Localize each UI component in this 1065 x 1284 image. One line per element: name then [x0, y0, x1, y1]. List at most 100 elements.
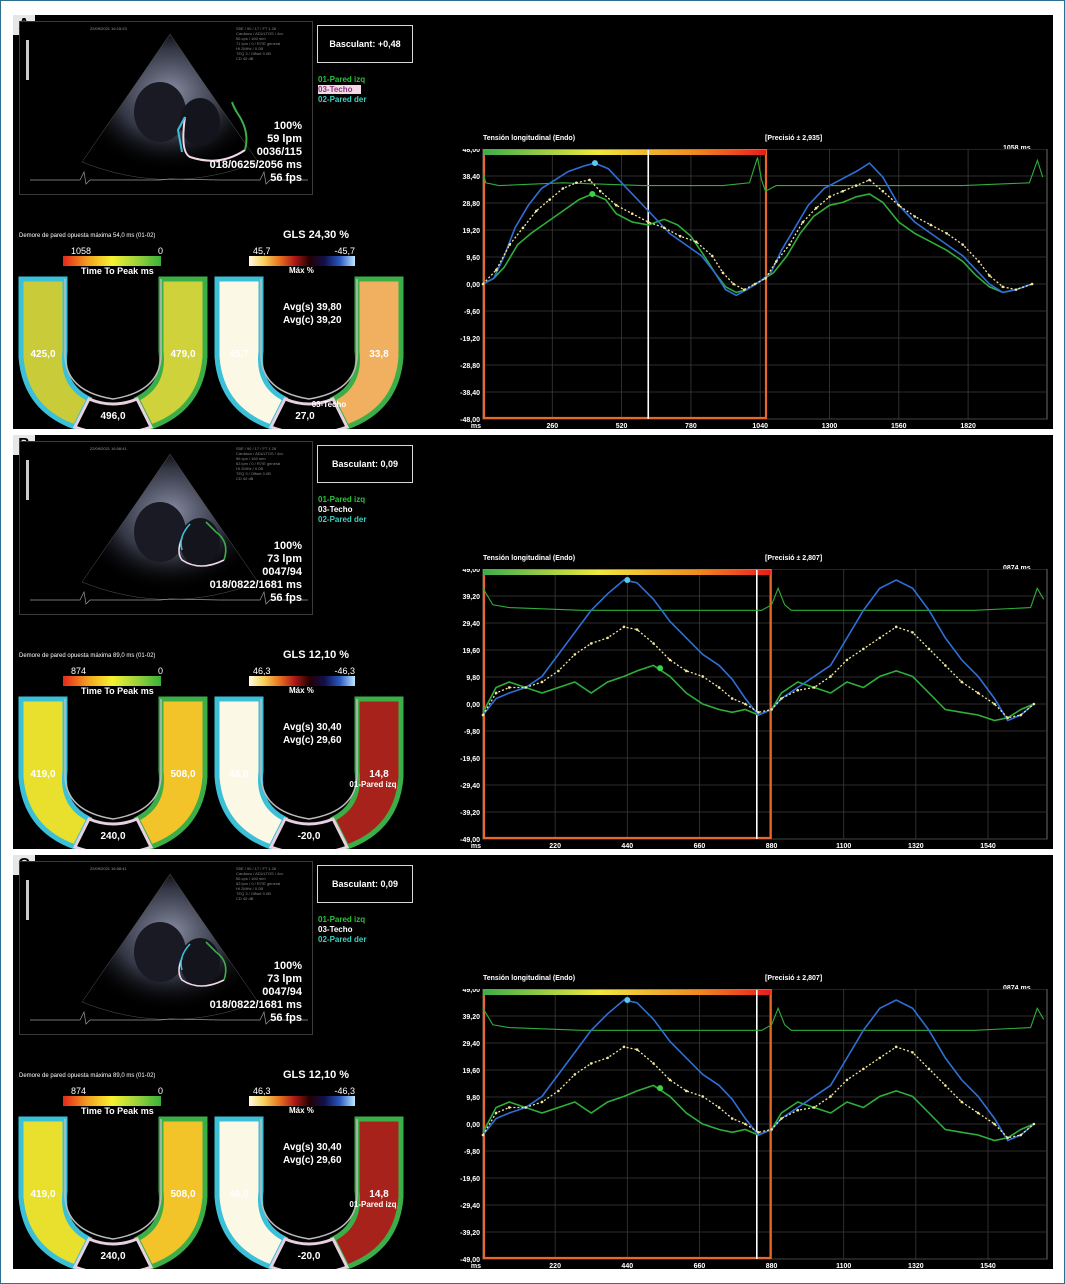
echo-stats: 100% 59 lpm 0036/115 018/0625/2056 ms 56 fps — [210, 120, 302, 185]
average-point — [717, 686, 721, 689]
echo-setting-line: HI 2MHz / 0.0B — [236, 46, 264, 51]
legend-item[interactable]: 01-Pared izq — [318, 495, 366, 505]
x-tick-label: 220 — [549, 843, 561, 849]
pared-der-trace — [176, 116, 186, 153]
legend-label: 03-Techo — [318, 505, 353, 514]
average-point — [770, 708, 773, 711]
segment-bottom — [268, 397, 350, 429]
average-strain: Avg(s) 39,80 Avg(c) 39,20 — [283, 301, 342, 327]
segment-bottom — [72, 397, 154, 429]
echo-setting-line: TEQ 3 / Offset 0.0B — [236, 471, 271, 476]
max-scale-low: -45,7 — [334, 246, 355, 256]
x-tick-label: 660 — [694, 1263, 706, 1269]
segment-left — [214, 1116, 289, 1269]
segment-right-value: 33,8 — [369, 349, 389, 360]
y-tick-label: 29,40 — [462, 1041, 480, 1048]
segment-bottom-value: 240,0 — [100, 831, 125, 842]
segment-bottom — [72, 817, 154, 849]
legend-item[interactable]: 02-Pared der — [318, 95, 366, 105]
basculant-box: Basculant: 0,09 — [317, 865, 413, 903]
average-point — [521, 226, 525, 230]
techo-trace — [182, 116, 246, 162]
average-point — [701, 675, 704, 678]
segment-legend: 01-Pared izq 03-Techo 02-Pared der — [318, 495, 366, 525]
legend-item[interactable]: 03-Techo — [318, 85, 366, 95]
legend-item[interactable]: 01-Pared izq — [318, 75, 366, 85]
max-scale-label: Máx % — [289, 266, 314, 275]
average-point — [845, 1078, 849, 1082]
legend-item[interactable]: 02-Pared der — [318, 515, 366, 525]
cycle-timeline-bar — [484, 150, 766, 155]
bullseye-time-to-peak: 419,0 508,0 240,0 — [17, 1099, 209, 1269]
y-tick-label: -9,80 — [464, 729, 480, 736]
gray-scale-bar — [26, 460, 29, 500]
segment-bottom — [268, 1237, 350, 1269]
y-tick-label: 0,00 — [466, 702, 480, 709]
echo-setting-line: S5E / 90 / 17 / FT 1.26 — [236, 26, 277, 31]
average-point — [801, 220, 805, 224]
avg-s: Avg(s) 30,40 — [283, 1142, 342, 1153]
average-point — [993, 702, 996, 706]
average-point — [630, 212, 634, 215]
segment-left-value: 419,0 — [30, 769, 55, 780]
green-peak-marker — [589, 191, 596, 197]
average-point — [757, 1130, 760, 1134]
avg-s: Avg(s) 39,80 — [283, 302, 342, 313]
echo-date: 22/09/2021 16:08:41 — [90, 446, 127, 451]
max-scale-high: 46,3 — [253, 666, 271, 676]
average-point — [960, 1100, 964, 1104]
techo-trace — [178, 537, 225, 567]
average-strain: Avg(s) 30,40 Avg(c) 29,60 — [283, 1141, 342, 1167]
segment-bottom-value: 240,0 — [100, 1251, 125, 1262]
y-tick-label: 29,40 — [462, 621, 480, 628]
strain-chart: 49,00 39,20 29,40 19,60 9,80 0,00 -9,80 -19,60 -… — [443, 567, 1053, 849]
time-to-peak-colorbar — [63, 256, 161, 266]
legend-item[interactable]: 01-Pared izq — [318, 915, 366, 925]
segment-right-tag: 01-Pared izq — [349, 1200, 396, 1209]
segment-legend: 01-Pared izq 03-Techo 02-Pared der — [318, 75, 366, 105]
average-strain: Avg(s) 30,40 Avg(c) 29,60 — [283, 721, 342, 747]
echo-stat: 59 lpm — [267, 133, 302, 145]
average-point — [868, 178, 871, 182]
segment-left — [214, 276, 289, 429]
x-tick-label: 660 — [694, 843, 706, 849]
legend-label: 02-Pared der — [318, 95, 367, 104]
average-point — [561, 187, 565, 190]
legend-item[interactable]: 02-Pared der — [318, 935, 366, 945]
echo-stat: 100% — [273, 960, 302, 972]
echo-settings: S5E / 90 / 17 / FT 1.26 Cardiaco / ADULTO… — [236, 866, 306, 901]
y-tick-label: 19,60 — [462, 1068, 480, 1075]
avg-c: Avg(c) 29,60 — [283, 1155, 342, 1166]
max-scale-label: Máx % — [289, 686, 314, 695]
bull-inner-outline — [64, 1119, 162, 1240]
average-point — [829, 675, 832, 678]
echo-setting-line: HI 2MHz / 0.0B — [236, 886, 264, 891]
echo-image: 22/09/2021 16:08:41 S5E / 90 / 17 / FT 1.… — [19, 861, 313, 1035]
y-tick-label: -49,00 — [460, 1257, 480, 1264]
echo-image: 22/09/2021 16:08:41 S5E / 90 / 17 / FT 1.… — [19, 441, 313, 615]
y-tick-label: 28,80 — [462, 201, 480, 208]
avg-c: Avg(c) 39,20 — [283, 315, 342, 326]
opposite-wall-delay: Demore de pared opuesta máxima 89,0 ms (… — [19, 653, 156, 659]
average-point — [988, 274, 991, 277]
average-point — [494, 691, 498, 695]
gls-value: GLS 12,10 % — [283, 649, 350, 661]
gray-scale-bar — [26, 40, 29, 80]
legend-item[interactable]: 03-Techo — [318, 925, 366, 935]
average-point — [598, 189, 602, 193]
y-tick-label: -19,20 — [460, 336, 480, 343]
echo-image: 22/09/2021 16:15:23 S5E / 90 / 17 / FT 1.… — [19, 21, 313, 195]
segment-right-value: 14,8 — [369, 1189, 389, 1200]
average-point — [495, 268, 498, 272]
average-point — [945, 232, 949, 235]
gls-value: GLS 12,10 % — [283, 1069, 350, 1081]
y-tick-label: 38,40 — [462, 174, 480, 181]
average-point — [662, 226, 666, 230]
segment-left-value: 46,0 — [229, 769, 249, 780]
average-point — [606, 636, 609, 640]
blue-peak-marker — [624, 997, 631, 1004]
average-point — [744, 1122, 747, 1126]
average-point — [911, 631, 914, 634]
x-tick-label: 440 — [621, 843, 633, 849]
legend-item[interactable]: 03-Techo — [318, 505, 366, 515]
